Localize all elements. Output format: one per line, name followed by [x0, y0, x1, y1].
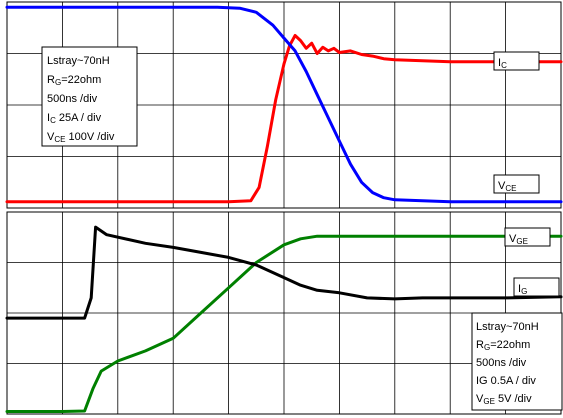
label-vce-box: VCE	[493, 174, 540, 194]
upper-info-stray: Lstray~70nH	[47, 55, 110, 67]
label-ic-box: IC	[493, 51, 540, 71]
label-ig-box: IG	[513, 277, 560, 297]
trace-ic	[5, 34, 563, 204]
label-vce: VCE	[498, 180, 516, 193]
label-vge: VGE	[509, 233, 528, 246]
lower-info-vge-scale: VGE 5V /div	[476, 393, 532, 406]
upper-info-timebase: 500ns /div	[47, 93, 98, 105]
trace-vge	[5, 234, 563, 413]
label-ig: IG	[518, 283, 527, 296]
lower-info-ig-scale: IG 0.5A / div	[476, 375, 536, 387]
lower-info-box: Lstray~70nH RG=22ohm 500ns /div IG 0.5A …	[471, 312, 563, 411]
upper-info-box: Lstray~70nH RG=22ohm 500ns /div IC 25A /…	[41, 46, 138, 147]
upper-info-rg: RG=22ohm	[47, 74, 101, 87]
trace-vce	[5, 5, 563, 204]
lower-info-stray: Lstray~70nH	[476, 321, 539, 333]
lower-info-rg: RG=22ohm	[476, 339, 530, 352]
label-vge-box: VGE	[504, 227, 551, 247]
trace-ig	[5, 225, 563, 320]
label-ic: IC	[498, 57, 507, 70]
upper-info-vce-scale: VCE 100V /div	[47, 131, 115, 144]
upper-info-ic-scale: IC 25A / div	[47, 112, 102, 125]
lower-panel	[5, 211, 563, 415]
lower-info-timebase: 500ns /div	[476, 357, 527, 369]
